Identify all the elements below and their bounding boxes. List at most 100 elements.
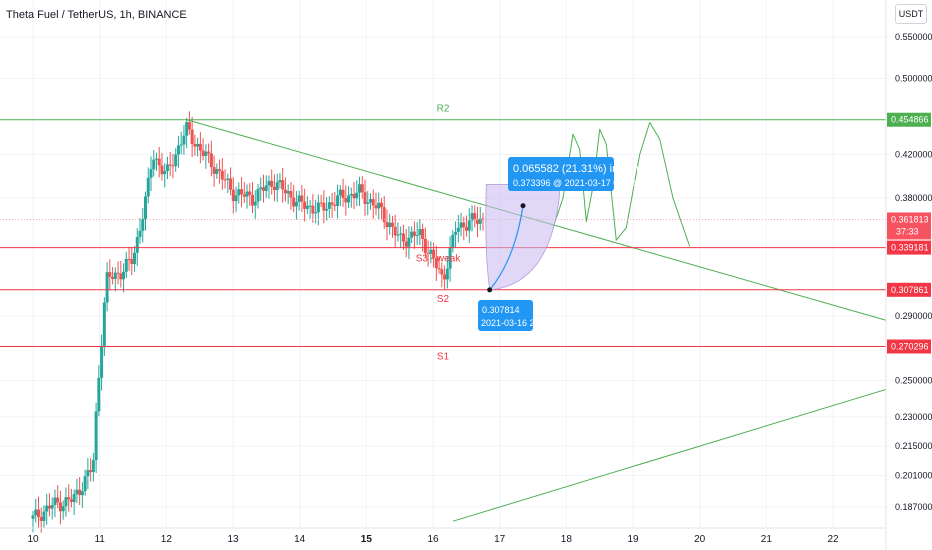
level-price-text: 0.454866 [891, 115, 929, 125]
candle-body [234, 195, 238, 202]
candle-body [319, 202, 323, 204]
time-tick-label: 21 [761, 534, 773, 545]
candle-body [64, 497, 68, 507]
candle-body [168, 164, 172, 166]
candle-body [50, 504, 54, 509]
candle-body [215, 169, 219, 174]
price-tick-label: 0.380000 [895, 193, 932, 203]
level-label: S1 [437, 351, 450, 362]
candle-body [53, 497, 57, 505]
candle-body [440, 269, 444, 275]
candle-body [141, 218, 145, 231]
candle-body [322, 202, 326, 211]
candle-body [163, 171, 167, 175]
candle-body [352, 193, 356, 199]
candle-body [410, 231, 414, 238]
candle-body [130, 259, 134, 265]
time-tick-label: 10 [27, 534, 39, 545]
candle-body [146, 177, 150, 197]
candle-body [111, 276, 115, 279]
measure-start-box [478, 300, 533, 331]
candle-body [193, 144, 197, 147]
candle-body [451, 234, 455, 248]
chart-title: Theta Fuel / TetherUS, 1h, BINANCE [6, 9, 187, 21]
support-resistance-levels: R2 S3 - weak S2 S1 [0, 104, 886, 362]
candle-body [91, 460, 95, 473]
price-tick-label: 0.500000 [895, 74, 932, 84]
ascending-trendline [452, 388, 887, 522]
price-tick-label: 0.215000 [895, 441, 932, 451]
candle-body [330, 202, 334, 205]
candle-body [102, 302, 106, 346]
candle-body [366, 202, 370, 204]
candle-body [220, 170, 224, 180]
candle-body [379, 202, 383, 208]
price-tick-label: 0.201000 [895, 471, 932, 481]
level-price-badge [887, 240, 931, 255]
candle-body [459, 222, 463, 228]
countdown-text: 37:33 [896, 226, 919, 236]
candle-body [122, 271, 126, 280]
level-label: S3 - weak [416, 254, 461, 265]
candle-body [261, 187, 265, 191]
candle-body [432, 249, 436, 258]
candle-body [476, 219, 480, 224]
level-label: S2 [437, 294, 450, 305]
time-tick-label: 15 [361, 534, 373, 545]
candle-body [393, 226, 397, 236]
candle-body [165, 164, 169, 172]
candle-body [157, 158, 161, 166]
candle-body [385, 222, 389, 228]
candle-body [226, 178, 230, 180]
candle-body [75, 489, 79, 495]
candle-body [286, 191, 290, 194]
candle-body [369, 199, 372, 203]
time-axis[interactable]: 10 11 12 13 14 15 16 17 18 19 20 21 22 [0, 527, 886, 545]
candle-body [231, 189, 235, 202]
candle-body [229, 178, 233, 190]
candle-body [297, 195, 301, 202]
candle-body [185, 122, 189, 136]
candle-body [47, 505, 51, 509]
candle-body [135, 237, 139, 253]
candle-body [187, 122, 191, 130]
candle-body [94, 411, 98, 461]
candle-body [314, 212, 318, 214]
candle-body [190, 129, 194, 145]
candle-body [245, 191, 249, 197]
candle-body [358, 184, 362, 193]
measure-detail-text: 0.373396 @ 2021-03-17 08:00 [513, 178, 636, 188]
level-price-text: 0.339181 [891, 243, 929, 253]
candle-body [333, 204, 337, 206]
price-axis[interactable]: 0.550000 0.500000 0.420000 0.380000 0.290000… [885, 0, 932, 550]
candle-body [124, 258, 128, 272]
measure-zone [485, 184, 561, 291]
candle-body [113, 272, 117, 279]
candle-body [133, 252, 137, 265]
candle-body [105, 272, 109, 303]
candle-body [218, 169, 222, 171]
candle-body [58, 502, 62, 512]
candle-body [61, 506, 65, 512]
candle-body [256, 189, 260, 202]
time-tick-label: 22 [827, 534, 839, 545]
candle-body [401, 233, 405, 242]
candle-body [31, 515, 35, 519]
time-tick-label: 18 [561, 534, 573, 545]
candle-body [462, 222, 466, 228]
candle-body [388, 222, 392, 228]
candle-body [240, 189, 244, 195]
candle-body [152, 159, 156, 170]
time-tick-label: 11 [94, 534, 105, 545]
candle-body [371, 199, 375, 206]
candle-body [399, 233, 403, 235]
candle-body [212, 167, 216, 174]
candle-body [275, 182, 279, 191]
currency-button[interactable]: USDT [895, 4, 927, 24]
candle-body [72, 494, 76, 503]
candle-body [253, 201, 257, 206]
level-price-badge [887, 339, 931, 354]
candle-body [283, 189, 287, 194]
measure-start-price: 0.307814 [482, 305, 520, 315]
